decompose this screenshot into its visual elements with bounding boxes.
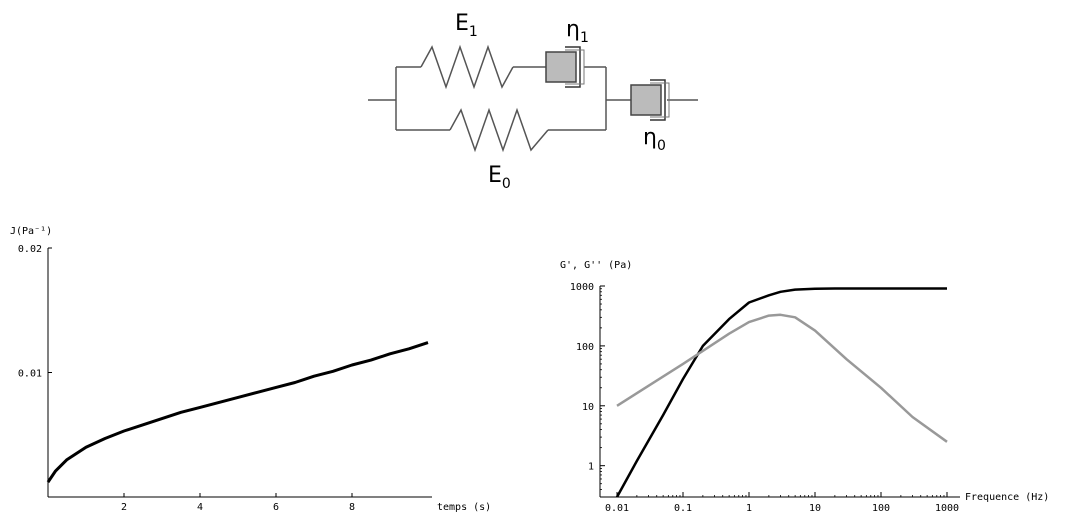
moduli-x-axis-label: Frequence (Hz)	[965, 492, 1049, 503]
spring-e1	[420, 44, 514, 90]
creep-series	[46, 341, 429, 483]
creep-y-tick-label: 0.01	[18, 369, 42, 380]
creep-y-tick-label: 0.02	[18, 244, 42, 255]
moduli-ticks: 0.01 0.1 1 10 100 1000 1 10 100 1000	[570, 282, 959, 514]
moduli-x-tick-label: 10	[809, 503, 821, 514]
moduli-y-axis-label: G', G'' (Pa)	[560, 260, 632, 271]
symbol-eta1: η1	[566, 17, 589, 46]
dashpot-eta1-piston	[545, 51, 577, 83]
creep-x-tick-label: 6	[273, 502, 279, 513]
rheological-model-diagram	[368, 44, 698, 153]
moduli-y-tick-label: 10	[582, 402, 594, 413]
moduli-x-tick-label: 1	[746, 503, 752, 514]
moduli-x-tick-label: 100	[872, 503, 890, 514]
storage-modulus-curve	[615, 287, 947, 498]
dashpot-eta1	[545, 46, 585, 88]
moduli-y-tick-label: 1000	[570, 282, 594, 293]
creep-compliance-curve	[46, 341, 429, 483]
moduli-frequency-chart: 0.01 0.1 1 10 100 1000 1 10 100 1000 G', G'' (Pa)…	[560, 260, 1049, 514]
symbol-e1: E1	[455, 11, 478, 40]
dashpot-eta0-cylinder-inner	[650, 82, 670, 118]
moduli-y-tick-label: 100	[576, 342, 594, 353]
creep-ticks: 2 4 6 8 0.01 0.02	[18, 244, 355, 513]
dashpot-eta0-piston	[630, 84, 662, 116]
moduli-y-tick-label: 1	[588, 462, 594, 473]
creep-compliance-chart: 2 4 6 8 0.01 0.02 J(Pa⁻¹) temps (s)	[10, 226, 491, 513]
dashpot-eta0	[630, 79, 670, 121]
loss-modulus-curve	[616, 313, 948, 443]
moduli-x-tick-label: 0.1	[674, 503, 692, 514]
moduli-x-tick-label: 1000	[935, 503, 959, 514]
creep-y-axis-label: J(Pa⁻¹)	[10, 226, 52, 237]
creep-x-tick-label: 4	[197, 502, 203, 513]
moduli-x-tick-label: 0.01	[605, 503, 629, 514]
moduli-series	[615, 287, 948, 498]
creep-x-tick-label: 8	[349, 502, 355, 513]
spring-e0	[449, 107, 549, 153]
dashpot-eta0-cylinder	[650, 79, 666, 121]
symbol-eta0: η0	[643, 125, 666, 154]
creep-x-axis-label: temps (s)	[437, 502, 491, 513]
creep-x-tick-label: 2	[121, 502, 127, 513]
dashpot-eta1-cylinder-inner	[565, 49, 585, 85]
dashpot-eta1-cylinder	[565, 46, 581, 88]
symbol-e0: E0	[488, 163, 511, 192]
